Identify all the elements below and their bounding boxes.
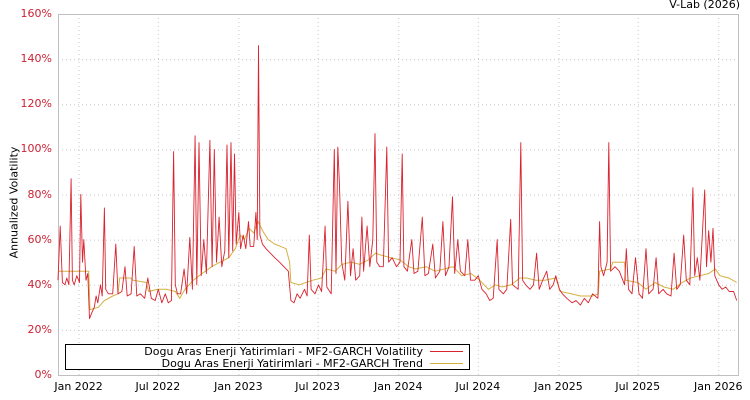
y-tick-label: 40% xyxy=(27,277,52,291)
y-tick-label: 140% xyxy=(20,52,52,66)
legend-swatch-volatility xyxy=(430,350,463,352)
legend-item-volatility: Dogu Aras Enerji Yatirimlari - MF2-GARCH… xyxy=(144,344,463,358)
chart-legend: Dogu Aras Enerji Yatirimlari - MF2-GARCH… xyxy=(65,344,470,370)
y-tick-label: 0% xyxy=(34,368,52,381)
x-tick-label: Jul 2022 xyxy=(135,380,181,393)
volatility-line xyxy=(57,45,738,320)
x-tick-label: Jul 2025 xyxy=(615,380,661,393)
x-tick-label: Jan 2026 xyxy=(694,380,743,393)
source-credit: V-Lab (2026) xyxy=(669,0,740,11)
legend-swatch-trend xyxy=(430,362,463,364)
y-tick-label: 120% xyxy=(20,97,52,111)
trend-line xyxy=(58,220,737,311)
x-tick-label: Jan 2025 xyxy=(534,380,583,393)
x-tick-label: Jan 2022 xyxy=(54,380,103,393)
y-tick-label: 20% xyxy=(27,322,52,336)
legend-item-trend: Dogu Aras Enerji Yatirimlari - MF2-GARCH… xyxy=(161,356,463,370)
x-tick-label: Jan 2023 xyxy=(214,380,263,393)
y-tick-label: 160% xyxy=(20,7,52,20)
legend-label: Dogu Aras Enerji Yatirimlari - MF2-GARCH… xyxy=(144,344,423,358)
x-tick-label: Jul 2024 xyxy=(455,380,501,393)
y-tick-label: 60% xyxy=(27,232,52,246)
x-tick-label: Jul 2023 xyxy=(295,380,341,393)
x-tick-label: Jan 2024 xyxy=(373,380,423,393)
y-tick-label: 100% xyxy=(20,142,52,156)
y-tick-label: 80% xyxy=(27,187,52,201)
grid-lines xyxy=(58,14,738,375)
plot-frame xyxy=(58,14,739,376)
legend-label: Dogu Aras Enerji Yatirimlari - MF2-GARCH… xyxy=(161,356,423,370)
